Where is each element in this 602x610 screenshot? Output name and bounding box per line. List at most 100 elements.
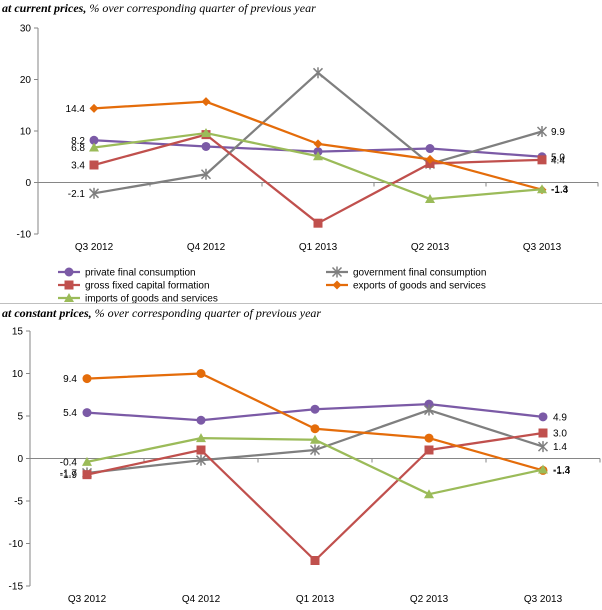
data-point-imports xyxy=(537,184,547,194)
data-label: 3.0 xyxy=(553,429,567,440)
x-tick-label: Q3 2013 xyxy=(524,594,563,605)
y-tick-label: -10 xyxy=(9,539,24,550)
y-tick-label: -5 xyxy=(14,497,23,508)
data-point-private xyxy=(201,141,211,151)
chart-panel-current-prices: at current prices, % over corresponding … xyxy=(0,0,602,303)
data-label: -1.3 xyxy=(553,465,571,476)
data-point-government xyxy=(195,454,207,466)
data-label: -1.3 xyxy=(551,185,569,196)
chart-caption: at current prices, % over corresponding … xyxy=(2,1,316,16)
data-point-gfcf xyxy=(537,155,547,165)
series-line-government xyxy=(93,71,543,195)
caption-bold: at constant prices, xyxy=(2,306,92,320)
line-chart-current-prices: -10 0 10 20 30 Q3 2012 Q4 2012 Q1 2013 Q2 2013 Q3… xyxy=(17,24,599,303)
data-point-gfcf xyxy=(82,470,92,480)
data-label: -1.4 xyxy=(551,185,569,196)
data-point-imports xyxy=(425,193,435,203)
legend-marker xyxy=(64,267,74,277)
data-point-private xyxy=(538,412,548,422)
y-tick-label: 15 xyxy=(12,327,24,338)
data-point-exports xyxy=(425,154,435,164)
caption-bold: at current prices, xyxy=(2,1,87,15)
legend-item-government: government final consumption xyxy=(326,266,486,279)
x-tick-label: Q3 2013 xyxy=(523,242,562,253)
data-point-government xyxy=(312,67,324,79)
y-tick-label: 10 xyxy=(20,127,32,138)
y-tick-label: 0 xyxy=(25,178,31,189)
legend-item-exports: exports of goods and services xyxy=(326,280,486,292)
data-point-government xyxy=(88,187,100,199)
legend-marker xyxy=(332,280,342,290)
data-point-exports xyxy=(82,374,92,384)
series-line-exports xyxy=(86,372,544,472)
x-tick-label: Q2 2013 xyxy=(411,242,450,253)
data-label: -2.1 xyxy=(68,189,86,200)
data-label: -1.9 xyxy=(60,470,78,481)
legend-item-imports: imports of goods and services xyxy=(58,293,218,303)
legend-item-private: private final consumption xyxy=(58,267,196,279)
data-point-exports xyxy=(201,97,211,107)
data-point-private xyxy=(424,399,434,409)
legend-label: exports of goods and services xyxy=(353,281,486,292)
legend-marker xyxy=(331,266,343,278)
legend-item-gfcf: gross fixed capital formation xyxy=(58,280,210,292)
data-point-imports xyxy=(201,128,211,138)
x-tick-label: Q4 2012 xyxy=(187,242,226,253)
y-tick-label: -10 xyxy=(17,230,32,241)
data-point-imports xyxy=(424,489,434,499)
series-imports xyxy=(82,433,548,499)
series-exports xyxy=(89,97,547,195)
y-tick-label: 5 xyxy=(17,412,23,423)
data-point-exports xyxy=(424,433,434,443)
x-tick-label: Q3 2012 xyxy=(68,594,107,605)
data-point-imports xyxy=(82,456,92,466)
panel-divider xyxy=(0,303,602,304)
data-point-government xyxy=(200,168,212,180)
x-tick-label: Q2 2013 xyxy=(410,594,449,605)
data-label: 8.2 xyxy=(71,136,85,147)
data-label: -0.4 xyxy=(60,457,78,468)
data-label: 5.0 xyxy=(551,152,565,163)
data-point-government xyxy=(309,444,321,456)
y-tick-label: 20 xyxy=(20,75,32,86)
caption-rest: % over corresponding quarter of previous… xyxy=(86,1,316,15)
data-point-private xyxy=(82,408,92,418)
data-point-private xyxy=(425,144,435,154)
data-point-imports xyxy=(313,151,323,161)
series-gfcf xyxy=(82,428,548,565)
series-government xyxy=(88,67,548,199)
legend-label: private final consumption xyxy=(85,268,196,279)
data-label: 1.4 xyxy=(553,442,567,453)
data-label: -1.7 xyxy=(60,468,78,479)
legend-label: imports of goods and services xyxy=(85,294,218,304)
data-point-government xyxy=(423,404,435,416)
data-point-imports xyxy=(310,434,320,444)
data-point-government xyxy=(536,126,548,138)
data-point-exports xyxy=(89,103,99,113)
x-tick-label: Q3 2012 xyxy=(75,242,114,253)
series-government xyxy=(81,404,549,479)
data-point-gfcf xyxy=(89,160,99,170)
series-private xyxy=(82,399,548,425)
chart-caption: at constant prices, % over corresponding… xyxy=(2,306,321,321)
data-label: 9.4 xyxy=(63,374,77,385)
data-label: 6.8 xyxy=(71,143,85,154)
x-tick-label: Q1 2013 xyxy=(299,242,338,253)
data-point-exports xyxy=(313,139,323,149)
x-tick-label: Q1 2013 xyxy=(296,594,335,605)
chart-panel-constant-prices: at constant prices, % over corresponding… xyxy=(0,305,602,610)
y-tick-label: 0 xyxy=(17,454,23,465)
legend-marker xyxy=(64,280,74,290)
data-point-private xyxy=(310,404,320,414)
data-point-private xyxy=(196,415,206,425)
legend-marker xyxy=(64,293,74,302)
data-point-gfcf xyxy=(538,428,548,438)
series-exports xyxy=(82,369,548,475)
data-point-imports xyxy=(538,464,548,474)
data-label: 3.4 xyxy=(71,160,85,171)
data-point-government xyxy=(537,441,549,453)
data-label: 4.4 xyxy=(551,155,565,166)
data-label: -1.4 xyxy=(553,466,571,477)
series-imports xyxy=(89,128,547,203)
data-point-exports xyxy=(196,369,206,378)
